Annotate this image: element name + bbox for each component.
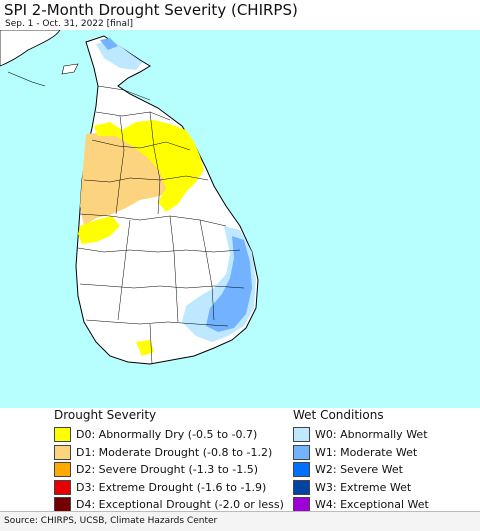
legend-item-w2: W2: Severe Wet [293,461,429,479]
legend-item-d0: D0: Abnormally Dry (-0.5 to -0.7) [54,426,284,444]
legend-label: D2: Severe Drought (-1.3 to -1.5) [76,463,259,477]
w1-region-north [100,38,118,50]
legend-item-w3: W3: Extreme Wet [293,479,429,497]
legend-label: W2: Severe Wet [315,463,403,477]
legend-item-w4: W4: Exceptional Wet [293,496,429,514]
legend-item-d3: D3: Extreme Drought (-1.6 to -1.9) [54,479,284,497]
swatch-d4 [54,497,71,513]
d0-region-west [78,216,120,244]
legend-label: W4: Exceptional Wet [315,498,429,512]
legend-label: D1: Moderate Drought (-0.8 to -1.2) [76,445,273,459]
legend-label: W0: Abnormally Wet [315,428,428,442]
legend-label: D4: Exceptional Drought (-2.0 or less) [76,498,284,512]
swatch-w0 [293,427,310,443]
drought-legend-title: Drought Severity [54,408,157,422]
legend-label: D0: Abnormally Dry (-0.5 to -0.7) [76,428,258,442]
india-landmass [0,30,61,67]
drought-map [0,30,480,408]
map-date-range: Sep. 1 - Oct. 31, 2022 [final] [5,19,134,29]
legend-label: W1: Moderate Wet [315,445,418,459]
swatch-w4 [293,497,310,513]
district-boundaries [77,85,245,365]
map-title: SPI 2-Month Drought Severity (CHIRPS) [4,1,298,19]
footer: Source: CHIRPS, UCSB, Climate Hazards Ce… [0,511,480,531]
source-credit: Source: CHIRPS, UCSB, Climate Hazards Ce… [4,516,218,526]
swatch-w1 [293,444,310,460]
legend-item-d2: D2: Severe Drought (-1.3 to -1.5) [54,461,284,479]
wet-legend: W0: Abnormally Wet W1: Moderate Wet W2: … [293,426,429,514]
legend-item-w1: W1: Moderate Wet [293,444,429,462]
mannar-island [61,63,79,75]
d0-region-south [136,340,154,356]
ocean [0,30,480,408]
wet-legend-title: Wet Conditions [293,408,384,422]
swatch-d3 [54,479,71,495]
swatch-w2 [293,462,310,478]
swatch-w3 [293,479,310,495]
legend-item-d1: D1: Moderate Drought (-0.8 to -1.2) [54,444,284,462]
legend-label: W3: Extreme Wet [315,480,412,494]
legend-item-w0: W0: Abnormally Wet [293,426,429,444]
legend-label: D3: Extreme Drought (-1.6 to -1.9) [76,480,267,494]
d0-region-north [94,120,204,212]
swatch-d1 [54,444,71,460]
w1-region-east [206,236,252,332]
drought-legend: D0: Abnormally Dry (-0.5 to -0.7) D1: Mo… [54,426,284,514]
swatch-d2 [54,462,71,478]
swatch-d0 [54,427,71,443]
adams-bridge [7,71,46,87]
legend-item-d4: D4: Exceptional Drought (-2.0 or less) [54,496,284,514]
